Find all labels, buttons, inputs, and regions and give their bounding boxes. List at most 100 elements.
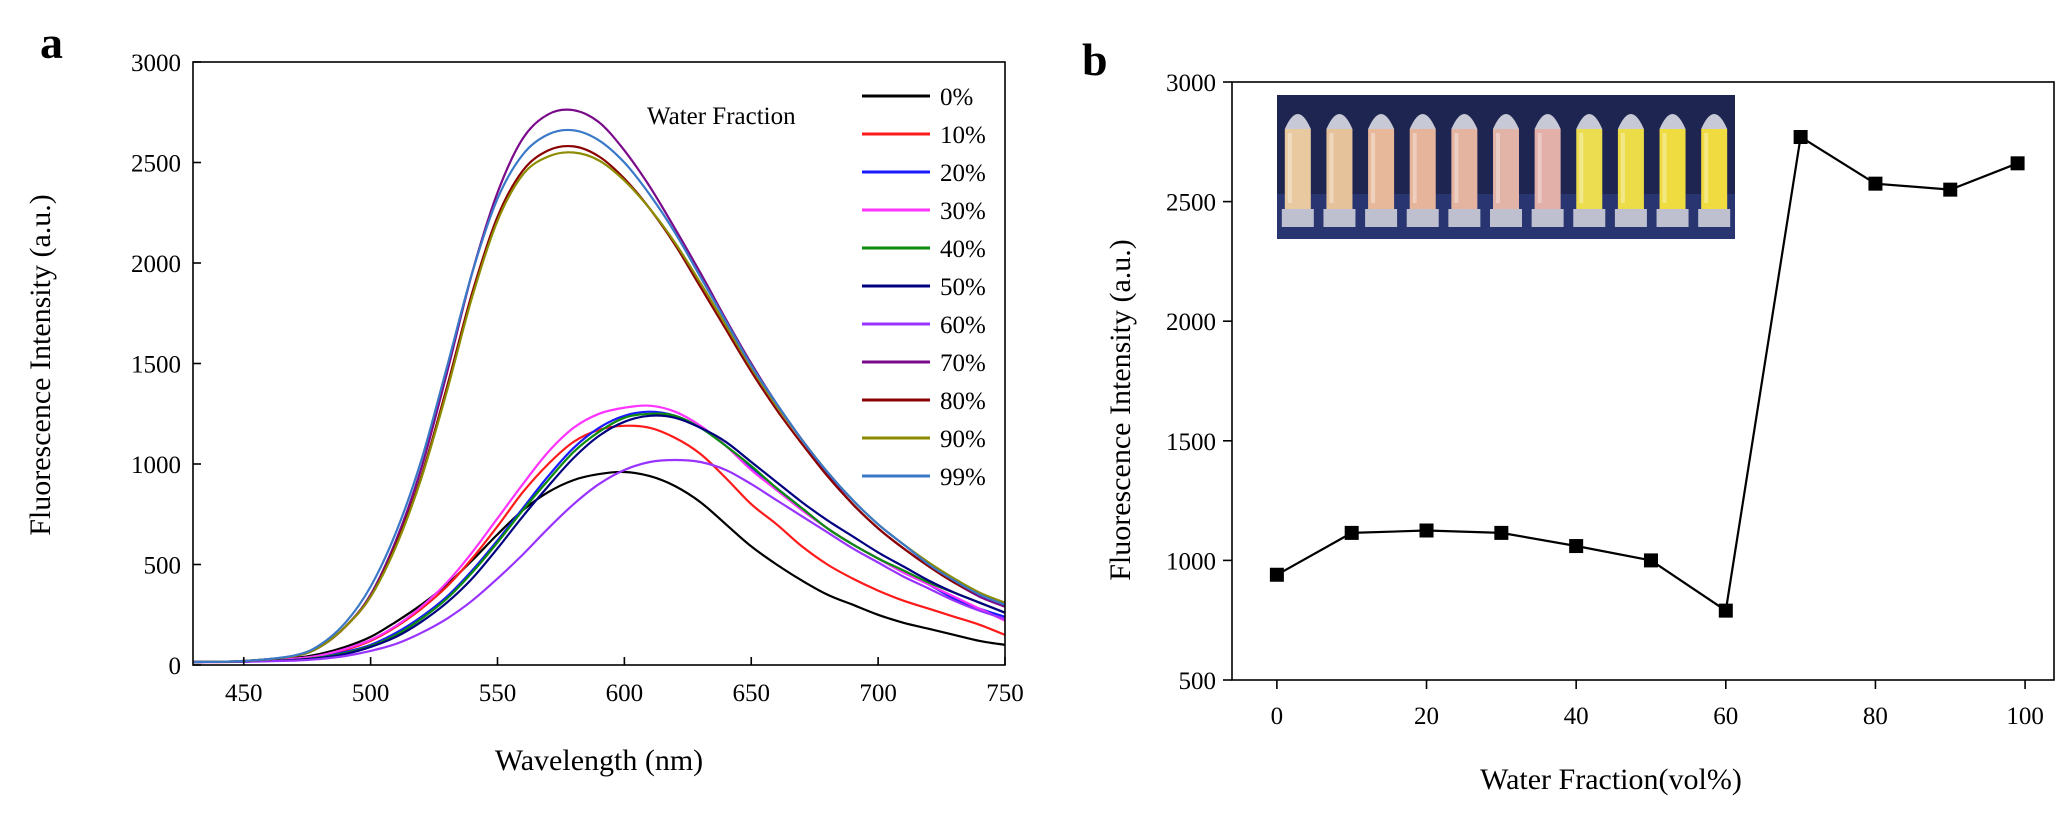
vial-base	[1365, 209, 1398, 227]
vial-body	[1368, 129, 1395, 209]
vial-base	[1531, 209, 1564, 227]
legend-label-10: 90%	[940, 426, 986, 453]
series-line-5	[192, 412, 1006, 664]
panel-a-x-tick-label: 650	[733, 680, 771, 707]
series-line-2	[192, 424, 1006, 664]
panel-b-data-point	[1494, 525, 1509, 540]
panel-b-data-point	[1868, 176, 1883, 191]
vial-highlight	[1704, 133, 1709, 203]
panel-a-x-tick-label: 450	[225, 680, 263, 707]
series-line-11	[192, 128, 1006, 664]
panel-a-legend: Water Fraction 0% 10% 20% 30% 40% 50% 60% 70% 80…	[647, 84, 986, 491]
vial-cap	[1576, 114, 1603, 129]
panel-b-x-tick-label: 60	[1713, 703, 1738, 730]
series-line-9	[192, 144, 1006, 664]
series-line-10	[192, 151, 1006, 664]
vial-highlight	[1287, 133, 1292, 203]
vial-base	[1448, 209, 1481, 227]
vial-body	[1493, 129, 1519, 209]
panel-a-x-tick-label: 600	[606, 680, 644, 707]
panel-b-y-tick-label: 3000	[1166, 70, 1216, 97]
vial-base	[1656, 209, 1689, 227]
vial-body	[1409, 129, 1436, 209]
series-line-3	[192, 410, 1006, 664]
panel-a-x-tick-label: 500	[352, 680, 390, 707]
legend-label-3: 20%	[940, 160, 986, 187]
panel-b-x-axis-title: Water Fraction(vol%)	[1480, 763, 1742, 796]
vial-cap	[1284, 114, 1311, 129]
vial-highlight	[1496, 133, 1500, 203]
panel-a-y-tick-label: 500	[144, 553, 182, 580]
panel-b-data-point	[2010, 156, 2025, 171]
series-line-6	[192, 414, 1006, 664]
vial-cap	[1617, 114, 1644, 129]
vial-cap	[1493, 114, 1519, 129]
panel-b-plot-area	[1269, 130, 2025, 618]
series-line-1	[192, 470, 1006, 664]
panel-b-x-tick-label: 40	[1564, 703, 1589, 730]
panel-b-data-point	[1718, 603, 1733, 618]
panel-a-y-tick-label: 2500	[131, 151, 181, 178]
panel-a-y-tick-label: 1000	[131, 452, 181, 479]
panel-b-data-point	[1344, 525, 1359, 540]
vial-highlight	[1579, 133, 1584, 203]
vial-highlight	[1454, 133, 1459, 203]
vial-cap	[1659, 114, 1686, 129]
panel-b: b 0 20 40 60 80 100 500 1000 1500 2000 2500 3000 Wa…	[1082, 34, 2055, 796]
vial-base	[1323, 209, 1356, 227]
panel-a: a 450 500 550 600 650 700 750 0 500 1000 1500 2000 2…	[24, 17, 1024, 777]
panel-b-x-tick-label: 0	[1271, 703, 1284, 730]
panel-a-axes: 450 500 550 600 650 700 750 0 500 1000 1500 2000 250…	[131, 50, 1024, 707]
panel-b-x-tick-label: 100	[2006, 703, 2044, 730]
panel-b-y-tick-label: 2000	[1166, 309, 1216, 336]
vial-cap	[1451, 114, 1478, 129]
vial-body	[1284, 129, 1311, 209]
panel-b-y-tick-label: 1000	[1166, 548, 1216, 575]
vial-highlight	[1329, 133, 1334, 203]
vial-body	[1659, 129, 1686, 209]
vial-cap	[1534, 114, 1561, 129]
panel-a-x-tick-label: 700	[859, 680, 897, 707]
vial-highlight	[1662, 133, 1667, 203]
vial-base	[1406, 209, 1439, 227]
panel-b-y-tick-label: 2500	[1166, 190, 1216, 217]
legend-label-9: 80%	[940, 388, 986, 415]
vial-highlight	[1620, 133, 1625, 203]
panel-b-data-point	[1643, 553, 1658, 568]
vial-body	[1326, 129, 1353, 209]
vial-body	[1534, 129, 1561, 209]
series-line-7	[192, 458, 1006, 664]
vial-base	[1490, 209, 1522, 227]
panel-a-y-axis-title: Fluorescence Intensity (a.u.)	[24, 194, 57, 536]
legend-label-7: 60%	[940, 312, 986, 339]
panel-b-letter: b	[1082, 34, 1108, 85]
panel-b-data-point	[1793, 130, 1808, 145]
panel-b-axes: 0 20 40 60 80 100 500 1000 1500 2000 2500 3000	[1166, 70, 2055, 730]
panel-a-y-tick-label: 0	[169, 653, 182, 680]
panel-a-x-tick-label: 550	[479, 680, 517, 707]
vial-cap	[1368, 114, 1395, 129]
vial-body	[1617, 129, 1644, 209]
panel-b-data-point	[1943, 182, 1958, 197]
legend-label-8: 70%	[940, 350, 986, 377]
series-line-8	[192, 108, 1006, 664]
panel-a-y-tick-label: 3000	[131, 50, 181, 77]
vial-cap	[1701, 114, 1728, 129]
panel-a-x-tick-label: 750	[986, 680, 1024, 707]
panel-b-data-point	[1569, 539, 1584, 554]
legend-label-5: 40%	[940, 236, 986, 263]
panel-b-y-tick-label: 1500	[1166, 429, 1216, 456]
vial-cap	[1409, 114, 1436, 129]
panel-a-y-tick-label: 2000	[131, 251, 181, 278]
vial-photo-inset	[1277, 95, 1735, 239]
legend-label-6: 50%	[940, 274, 986, 301]
vial-base	[1281, 209, 1314, 227]
vial-body	[1576, 129, 1603, 209]
vial-base	[1614, 209, 1647, 227]
vial-highlight	[1537, 133, 1542, 203]
vial-body	[1451, 129, 1478, 209]
panel-a-letter: a	[40, 17, 63, 68]
legend-label-4: 30%	[940, 198, 986, 225]
vial-highlight	[1412, 133, 1417, 203]
